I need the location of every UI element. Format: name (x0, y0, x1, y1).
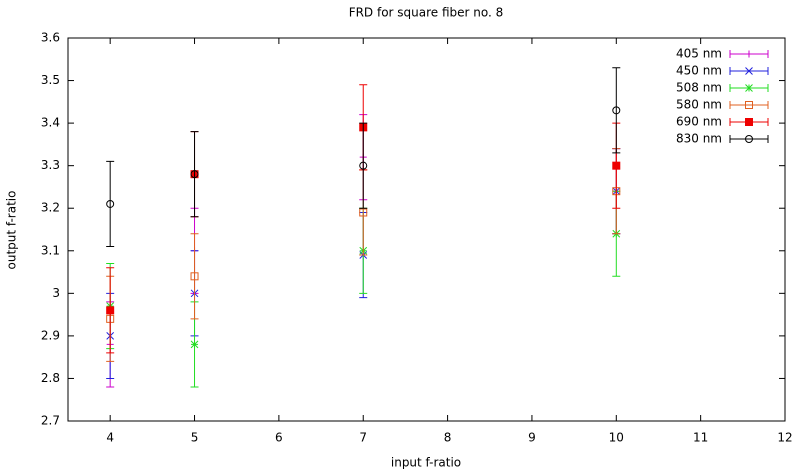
x-tick-label: 11 (693, 431, 708, 445)
legend-label: 690 nm (676, 115, 722, 129)
point (106, 306, 115, 315)
point (106, 199, 115, 208)
legend-marker (745, 118, 753, 126)
y-tick-label: 3.1 (41, 243, 60, 257)
point (612, 106, 621, 115)
error-bar (190, 131, 199, 218)
error-bar (106, 160, 115, 248)
x-tick-label: 7 (359, 431, 367, 445)
legend-label: 405 nm (676, 47, 722, 61)
point (190, 170, 199, 179)
plot-frame (67, 37, 786, 422)
legend-label: 508 nm (676, 81, 722, 95)
error-bar (612, 67, 621, 154)
point (190, 272, 199, 281)
legend-marker (745, 135, 753, 143)
x-tick-label: 10 (609, 431, 624, 445)
y-tick-label: 3.6 (41, 31, 60, 45)
legend-label: 450 nm (676, 64, 722, 78)
y-tick-label: 2.9 (41, 328, 60, 342)
y-tick-label: 3.4 (41, 116, 60, 130)
y-tick-label: 3.3 (41, 158, 60, 172)
legend-marker (745, 84, 753, 92)
x-tick-label: 12 (777, 431, 792, 445)
x-axis-label: input f-ratio (391, 456, 461, 470)
y-axis-label: output f-ratio (5, 191, 19, 270)
x-tick-label: 9 (528, 431, 536, 445)
x-tick-label: 5 (191, 431, 199, 445)
error-bar (190, 233, 199, 320)
chart-title: FRD for square fiber no. 8 (349, 6, 504, 20)
legend-marker (745, 101, 753, 109)
point (359, 161, 368, 170)
y-tick-label: 2.7 (41, 414, 60, 428)
y-tick-label: 3.2 (41, 201, 60, 215)
legend-marker (745, 50, 753, 58)
legend-label: 580 nm (676, 98, 722, 112)
point (359, 208, 368, 217)
x-tick-label: 8 (444, 431, 452, 445)
y-tick-label: 3.5 (41, 73, 60, 87)
y-tick-label: 2.8 (41, 371, 60, 385)
point (190, 340, 199, 349)
legend-swatch (729, 101, 769, 109)
x-tick-label: 4 (106, 431, 114, 445)
legend-marker (745, 67, 753, 75)
y-tick-label: 3 (52, 286, 60, 300)
x-tick-label: 6 (275, 431, 283, 445)
point (612, 161, 621, 170)
legend-swatch (729, 135, 769, 143)
error-bar (359, 122, 368, 209)
legend-label: 830 nm (676, 132, 722, 146)
